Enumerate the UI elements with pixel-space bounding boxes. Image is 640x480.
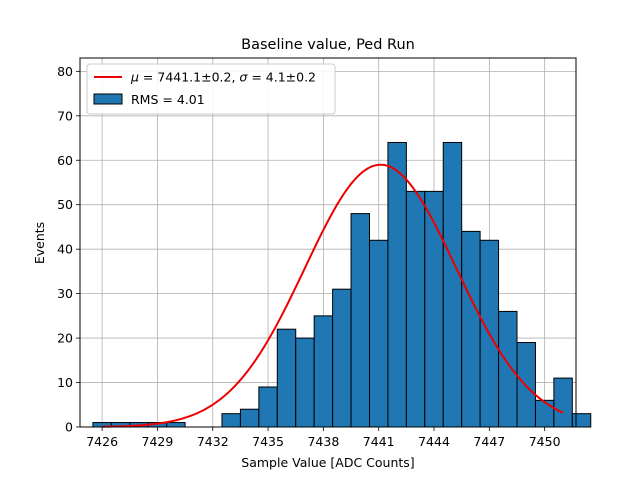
histogram-bar [332,288,352,428]
histogram-bar [442,141,463,428]
y-tick-label: 40 [57,242,73,257]
legend: μ = 7441.1±0.2, σ = 4.1±0.2 RMS = 4.01 [86,63,336,115]
x-tick-label: 7441 [363,434,395,449]
legend-hist-swatch [93,93,123,105]
histogram-bar [368,239,389,428]
x-tick-label: 7429 [142,434,174,449]
histogram-bar [498,310,518,428]
x-tick-label: 7438 [307,434,339,449]
y-tick-label: 60 [57,153,73,168]
histogram-bar [553,377,573,428]
x-tick-label: 7432 [197,434,229,449]
y-tick-label: 0 [65,420,73,435]
x-tick-label: 7426 [86,434,118,449]
y-tick-label: 30 [57,286,73,301]
legend-mu-symbol: μ [130,70,139,85]
histogram-bars [92,141,592,428]
histogram-bar [571,413,592,428]
histogram-bar [276,328,297,428]
legend-fit-label: μ = 7441.1±0.2, σ = 4.1±0.2 [130,70,316,85]
legend-fit-text-2: = 4.1±0.2 [247,70,316,85]
legend-sigma-symbol: σ [239,70,248,85]
histogram-bar [387,141,407,428]
x-tick-label: 7447 [473,434,505,449]
y-tick-label: 20 [57,331,73,346]
x-tick-label: 7444 [418,434,450,449]
histogram-bar [239,408,260,428]
y-tick-label: 70 [57,108,73,123]
histogram-bar [461,230,481,428]
histogram-bar [405,190,426,428]
histogram-bar [534,399,555,428]
x-tick-label: 7435 [252,434,284,449]
histogram-bar [295,337,315,428]
x-axis-label: Sample Value [ADC Counts] [241,455,414,470]
y-axis-ticks: 0 10 20 30 40 50 60 70 80 [57,64,80,435]
histogram-bar [166,422,186,428]
histogram-bar [221,413,241,428]
x-axis-ticks: 7426 7429 7432 7435 7438 7441 7444 7447 7450 [86,427,561,449]
legend-hist-label: RMS = 4.01 [131,92,205,107]
y-tick-label: 80 [57,64,73,79]
histogram-bar [350,213,370,428]
histogram-bar [313,315,334,428]
histogram-bar [424,190,444,428]
y-tick-label: 10 [57,375,73,390]
gaussian-fit-curve [102,163,564,428]
legend-fit-text-1: = 7441.1±0.2, [139,70,239,85]
histogram-bar [258,386,278,428]
legend-box [86,63,336,115]
y-tick-label: 50 [57,197,73,212]
plot-frame [79,57,577,428]
chart-title: Baseline value, Ped Run [241,37,415,53]
y-axis-label: Events [32,222,47,264]
x-tick-label: 7450 [529,434,561,449]
